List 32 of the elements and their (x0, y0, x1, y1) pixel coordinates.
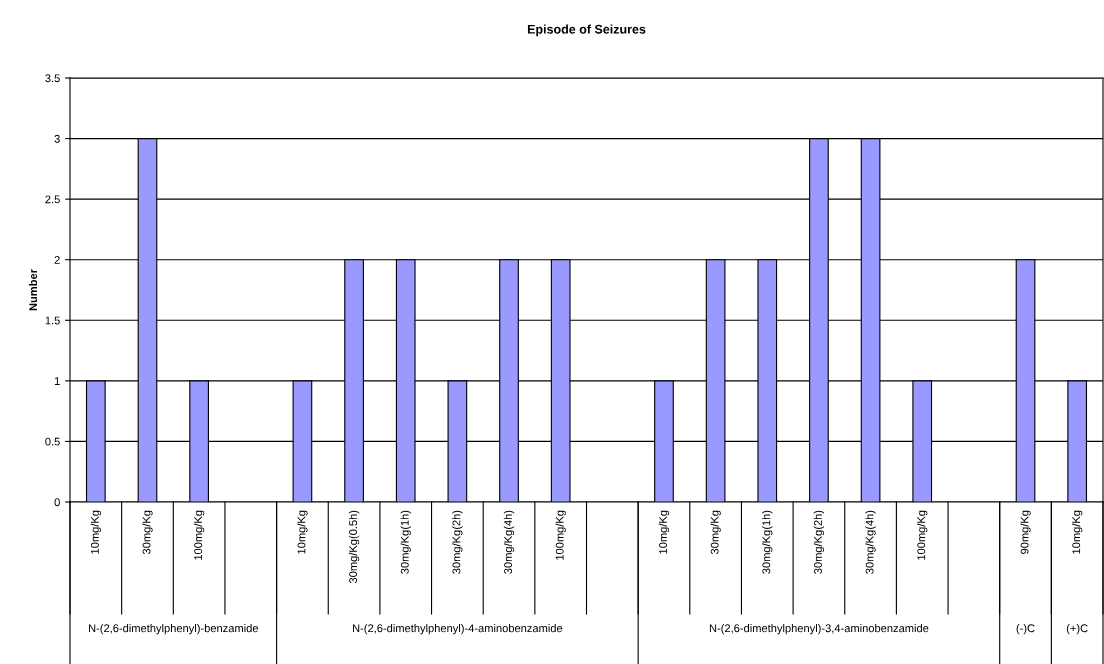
text: N-(2,6-dimethylphenyl)-3,4-aminobenzamide (709, 624, 929, 635)
x-tick-label: 10mg/Kg (1072, 510, 1083, 554)
text: N-(2,6-dimethylphenyl)-benzamide (89, 624, 259, 635)
x-tick-label: 100mg/Kg (193, 510, 205, 560)
x-tick-label: 10mg/Kg (90, 510, 101, 554)
x-tick-label: 30mg/Kg (142, 510, 153, 555)
x-tick-label: 30mg/Kg(2h) (452, 510, 463, 574)
x-tick-label: 30mg/Kg (710, 510, 721, 555)
y-axis-title: Number (28, 269, 38, 311)
x-tick-label: 10mg/Kg (297, 510, 308, 554)
chart-title: Episode of Seizures (527, 24, 646, 37)
x-tick-label: 100mg/Kg (555, 510, 566, 560)
y-tick-label: 1 (54, 377, 60, 385)
x-tick-label: 30mg/Kg(1h) (762, 510, 773, 574)
x-tick-label: 30mg/Kg(4h) (503, 510, 515, 574)
y-tick-label: 1.5 (45, 316, 60, 325)
x-tick-label: 10mg/Kg (658, 510, 670, 554)
x-tick-label: 30mg/Kg(2h) (813, 510, 825, 574)
y-tick-label: 0 (54, 498, 60, 507)
x-tick-label: 30mg/Kg(1h) (400, 510, 411, 574)
x-tick-label: 90mg/Kg (1020, 510, 1031, 554)
x-tick-label: 100mg/Kg (917, 510, 928, 560)
text: N-(2,6-dimethylphenyl)-4-aminobenzamide (353, 624, 563, 635)
y-tick-label: 0.5 (45, 437, 60, 446)
text: (-)C (1016, 624, 1035, 635)
y-tick-label: 3.5 (45, 74, 60, 83)
text: (+)C (1066, 624, 1088, 635)
x-tick-label: 30mg/Kg(4h) (865, 510, 876, 574)
y-tick-label: 3 (54, 134, 60, 143)
x-tick-label: 30mg/Kg(0.5h) (348, 510, 360, 584)
y-tick-label: 2.5 (45, 195, 60, 204)
y-tick-label: 2 (54, 255, 60, 264)
